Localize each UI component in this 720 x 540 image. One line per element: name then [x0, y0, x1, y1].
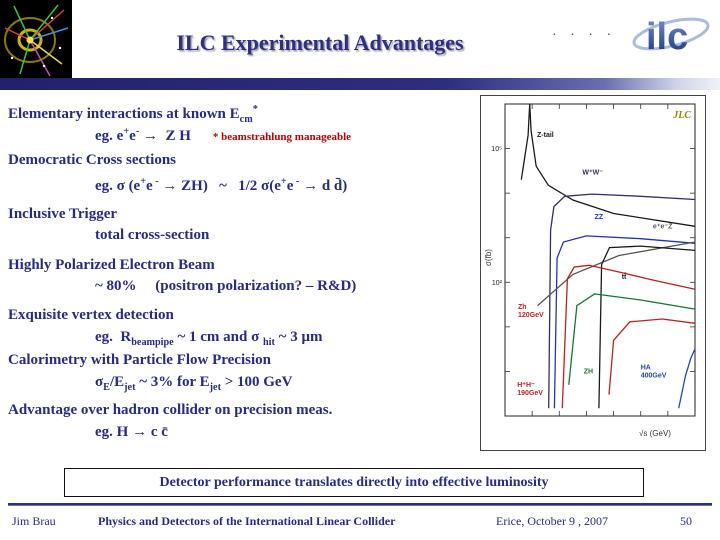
- chart-label: ZH: [584, 368, 593, 375]
- ilc-logo-text: ilc: [646, 16, 688, 58]
- ilc-logo: ilc: [628, 4, 714, 73]
- slide-title: ILC Experimental Advantages: [176, 30, 464, 55]
- chart-label: Zh 120GeV: [518, 304, 544, 319]
- ilc-logo-swirl: [632, 17, 710, 51]
- chart-label: Z-tail: [537, 132, 554, 139]
- beamstrahlung-note: * beamstrahlung manageable: [212, 131, 352, 143]
- bullet-calorimetry-detail: σE/Ejet ~ 3% for Ejet > 100 GeV: [95, 374, 293, 393]
- x-axis-label: √s (GeV): [639, 429, 671, 438]
- chart-label: HA 400GeV: [641, 365, 667, 380]
- banner-box: Detector performance translates directly…: [64, 468, 644, 497]
- bullet-vertex-example: eg. Rbeampipe ~ 1 cm and σ hit ~ 3 μm: [95, 329, 323, 348]
- bullet-known-ecm-heading: Elementary interactions at known Ecm*: [8, 104, 258, 125]
- bullet-calorimetry-heading: Calorimetry with Particle Flow Precision: [8, 352, 271, 368]
- bullet-hadron-advantage-heading: Advantage over hadron collider on precis…: [8, 402, 333, 418]
- curve-tt: [598, 245, 696, 409]
- cross-section-chart: JLC σ(fb) √s (GeV) 10⁵ 10² Z-tail W⁺W⁻ ZZ e⁺e…: [480, 95, 706, 451]
- curve-h-h-190gev: [608, 318, 696, 395]
- bullet-trigger-heading: Inclusive Trigger: [8, 206, 118, 222]
- bullet-trigger-detail: total cross-section: [95, 227, 210, 243]
- footer-conference-title: Physics and Detectors of the Internation…: [98, 514, 396, 528]
- chart-label: e⁺e⁻Z: [653, 224, 673, 231]
- bullet-hadron-advantage-example: eg. H → c c̄: [95, 424, 168, 440]
- event-display-image: [0, 0, 72, 80]
- bullet-known-ecm-example: eg. e+e- → Z H * beamstrahlung manageable: [95, 123, 351, 146]
- curve-zz: [553, 235, 696, 409]
- bullet-polarization-detail: ~ 80% (positron polarization? – R&D): [95, 278, 357, 294]
- curve-z-tail: [520, 103, 696, 227]
- cross-section-chart-svg: JLC σ(fb) √s (GeV) 10⁵ 10² Z-tail W⁺W⁻ ZZ e⁺e…: [484, 103, 696, 438]
- header-dots: · · · ·: [552, 28, 617, 43]
- chart-label: tt̄: [622, 272, 627, 281]
- curve-ha-400gev: [678, 348, 696, 409]
- y-tick-label: 10⁵: [491, 146, 502, 153]
- ilc-logo-graphic: ilc: [632, 16, 710, 58]
- curve-w-w-: [548, 193, 696, 409]
- y-axis-label: σ(fb): [484, 249, 493, 266]
- footer-author: Jim Brau: [12, 514, 56, 528]
- header-bar: [0, 78, 720, 90]
- chart-frame: [504, 103, 696, 417]
- bullet-known-ecm-example-text: eg. e+e- → Z H: [95, 126, 191, 144]
- chart-label: W⁺W⁻: [582, 170, 603, 177]
- footer-rule: [8, 503, 712, 506]
- footer-date: Erice, October 9 , 2007: [496, 514, 608, 528]
- bullet-polarization-heading: Highly Polarized Electron Beam: [8, 257, 215, 273]
- y-tick-label: 10²: [492, 280, 503, 287]
- curve-zh-120gev: [561, 264, 696, 409]
- curve-eez: [537, 241, 696, 307]
- chart-title-jlc: JLC: [672, 110, 691, 121]
- chart-label: H⁺H⁻ 190GeV: [517, 382, 543, 397]
- bullet-vertex-heading: Exquisite vertex detection: [8, 307, 174, 323]
- curve-zh: [568, 293, 696, 385]
- banner-text: Detector performance translates directly…: [159, 475, 549, 490]
- chart-label: ZZ: [595, 214, 604, 221]
- bullet-cross-sections-example: eg. σ (e+e - → ZH) ~ 1/2 σ(e+e - → d d̄): [95, 176, 348, 194]
- bullet-cross-sections-heading: Democratic Cross sections: [8, 152, 177, 168]
- footer-page-number: 50: [680, 514, 692, 528]
